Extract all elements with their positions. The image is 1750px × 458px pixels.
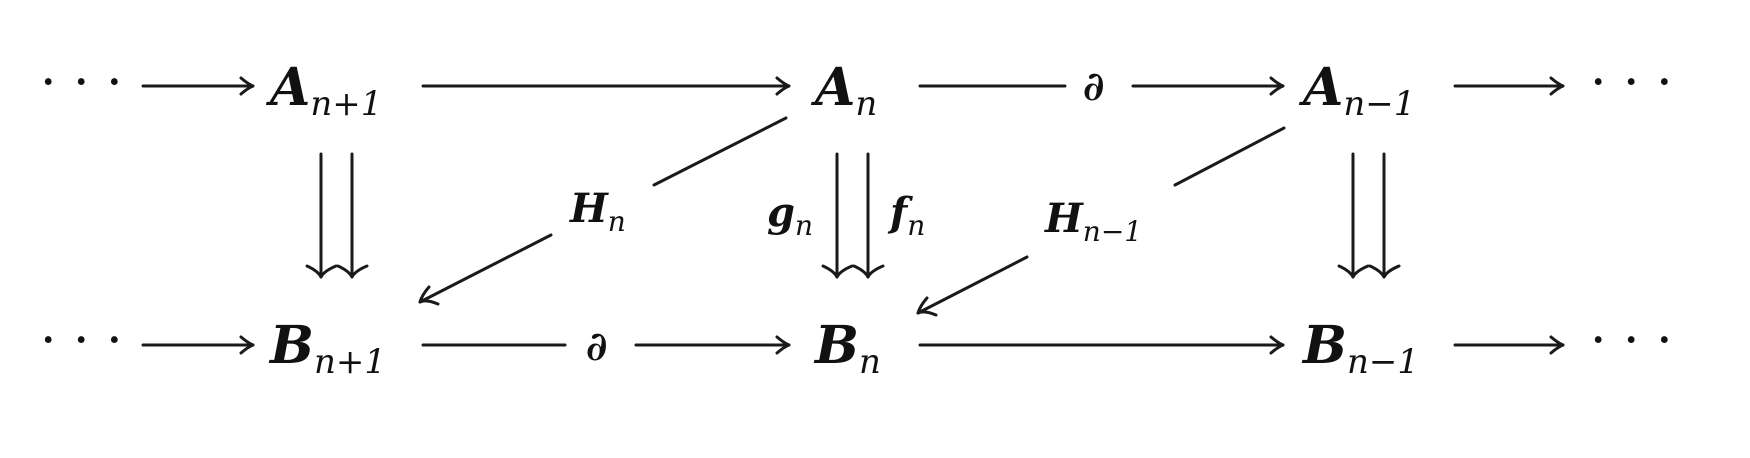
label-f-n: fn: [887, 189, 925, 242]
object-a-n: An: [810, 57, 877, 124]
ellipsis-top-left: · · ·: [40, 53, 123, 113]
label-h-n-minus-1: Hn−1: [1044, 195, 1142, 248]
arrow-top-a-n-plus-1-to-a-n: [421, 76, 791, 96]
arrow-boundary-bottom: [421, 335, 791, 355]
double-arrow-g-n-f-n: [821, 152, 885, 279]
label-h-n: Hn: [569, 185, 626, 238]
object-a-n-minus-1: An−1: [1298, 57, 1415, 124]
diagonal-arrow-h-n: [418, 116, 788, 306]
label-boundary-bottom: ∂: [586, 323, 607, 370]
arrow-bottom-dots-to-b-n-plus-1: [141, 335, 255, 355]
diagonal-arrow-h-n-minus-1: [916, 126, 1286, 317]
label-boundary-top: ∂: [1083, 63, 1104, 110]
object-b-n-plus-1: Bn+1: [268, 315, 386, 382]
ellipsis-bottom-left: · · ·: [40, 311, 123, 371]
arrow-bottom-b-n-to-b-n-minus-1: [918, 335, 1285, 355]
arrow-top-a-n-minus-1-to-dots: [1453, 76, 1565, 96]
object-b-n-minus-1: Bn−1: [1301, 315, 1419, 382]
arrow-bottom-b-n-minus-1-to-dots: [1453, 335, 1565, 355]
object-a-n-plus-1: An+1: [265, 57, 382, 124]
double-arrow-a-n-plus-1-to-b-n-plus-1: [305, 152, 369, 279]
ellipsis-bottom-right: · · ·: [1590, 311, 1673, 371]
arrow-top-dots-to-a-n-plus-1: [141, 76, 255, 96]
arrow-boundary-top: [918, 76, 1285, 96]
ellipsis-top-right: · · ·: [1590, 53, 1673, 113]
object-b-n: Bn: [813, 315, 881, 382]
label-g-n: gn: [767, 189, 813, 242]
double-arrow-a-n-minus-1-to-b-n-minus-1: [1337, 152, 1401, 279]
